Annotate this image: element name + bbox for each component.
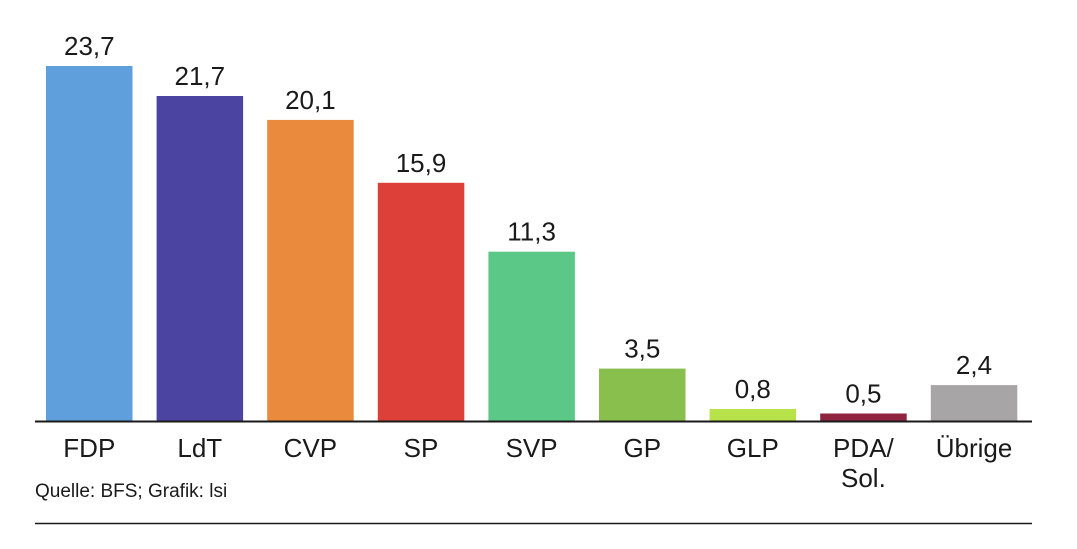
value-label-3: 15,9: [396, 148, 447, 178]
value-label-2: 20,1: [285, 85, 336, 115]
source-note: Quelle: BFS; Grafik: lsi: [35, 481, 228, 502]
bar-4: [488, 251, 575, 421]
bar-8: [930, 385, 1018, 421]
bar-7: [820, 413, 907, 421]
bar-6: [709, 409, 797, 421]
category-label-7: PDA/Sol.: [833, 433, 894, 493]
bar-3: [377, 182, 465, 421]
category-label-1: LdT: [177, 433, 222, 463]
value-label-1: 21,7: [174, 61, 225, 91]
value-labels-group: 23,7 21,7 20,1 15,9 11,3 3,5 0,8 0,5 2,4: [64, 31, 992, 409]
bar-0: [46, 66, 133, 421]
category-label-0: FDP: [63, 433, 115, 463]
value-label-6: 0,8: [735, 374, 771, 404]
category-label-6: GLP: [727, 433, 779, 463]
bars-group: [46, 66, 1018, 422]
value-label-5: 3,5: [624, 334, 660, 364]
category-labels-group: FDP LdT CVP SP SVP GP GLP PDA/Sol. Übrige: [63, 433, 1012, 493]
value-label-0: 23,7: [64, 31, 115, 61]
category-label-2: CVP: [284, 433, 337, 463]
bar-1: [156, 96, 244, 421]
value-label-7: 0,5: [845, 379, 881, 409]
category-label-5: GP: [624, 433, 662, 463]
value-label-8: 2,4: [956, 350, 992, 380]
category-label-3: SP: [404, 433, 439, 463]
category-label-4: SVP: [506, 433, 558, 463]
bar-5: [599, 368, 686, 421]
value-label-4: 11,3: [507, 217, 556, 247]
category-label-8: Übrige: [936, 433, 1013, 463]
bar-2: [267, 119, 354, 422]
